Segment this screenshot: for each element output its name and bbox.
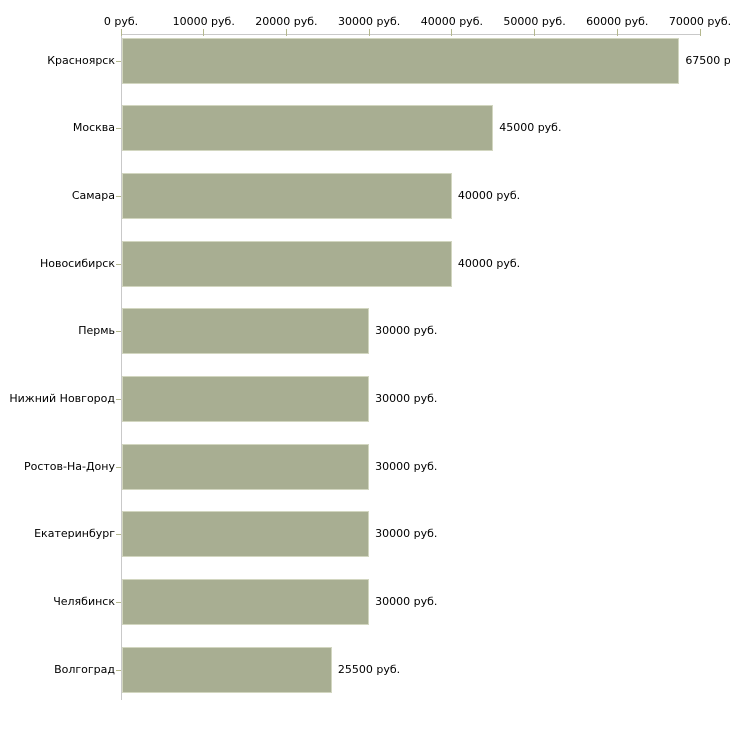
category-tick <box>116 128 121 130</box>
bar <box>122 578 370 625</box>
category-tick <box>116 534 121 536</box>
category-label: Москва <box>72 121 115 135</box>
x-axis-tick-label: 0 руб. <box>103 15 139 28</box>
x-axis-tick <box>534 29 536 36</box>
bar <box>122 37 680 84</box>
category-label: Волгоград <box>54 662 115 676</box>
category-label: Новосибирск <box>39 256 115 270</box>
x-axis-line <box>121 34 700 35</box>
category-tick <box>116 669 121 671</box>
category-label: Челябинск <box>53 594 115 608</box>
value-label: 30000 руб. <box>375 391 438 405</box>
x-axis-tick-label: 70000 руб. <box>668 15 730 28</box>
x-axis-tick-label: 10000 руб. <box>172 15 235 28</box>
x-axis-tick <box>616 29 618 36</box>
category-label: Ростов-На-Дону <box>23 459 115 473</box>
bar <box>122 443 370 490</box>
category-label: Екатеринбург <box>34 527 115 541</box>
x-axis-tick <box>699 29 701 36</box>
value-label: 67500 руб. <box>685 53 730 67</box>
x-axis-tick-label: 30000 руб. <box>338 15 401 28</box>
x-axis-tick-label: 20000 руб. <box>255 15 318 28</box>
y-axis-line <box>121 34 122 700</box>
category-tick <box>116 466 121 468</box>
value-label: 30000 руб. <box>375 459 438 473</box>
category-tick <box>116 195 121 197</box>
category-label: Нижний Новгород <box>9 391 115 405</box>
category-label: Пермь <box>78 324 115 338</box>
bar <box>122 375 370 422</box>
category-label: Самара <box>71 188 115 202</box>
value-label: 40000 руб. <box>457 256 521 270</box>
bar <box>122 511 370 558</box>
category-tick <box>116 263 121 265</box>
x-axis-tick-label: 60000 руб. <box>586 15 649 28</box>
value-label: 45000 руб. <box>499 121 562 135</box>
category-tick <box>116 331 121 333</box>
x-axis-tick-label: 50000 руб. <box>503 15 566 28</box>
bar <box>122 105 494 152</box>
value-label: 30000 руб. <box>375 324 438 338</box>
bar <box>122 172 452 219</box>
value-label: 30000 руб. <box>375 527 438 541</box>
category-label: Красноярск <box>47 53 115 67</box>
x-axis-tick-label: 40000 руб. <box>420 15 483 28</box>
x-axis-tick <box>120 29 122 36</box>
x-axis-tick <box>368 29 370 36</box>
x-axis-tick <box>451 29 453 36</box>
bar <box>122 646 332 693</box>
x-axis-tick <box>285 29 287 36</box>
value-label: 40000 руб. <box>457 188 521 202</box>
value-label: 25500 руб. <box>337 662 401 676</box>
x-axis-tick <box>203 29 205 36</box>
bar <box>122 240 452 287</box>
category-tick <box>116 601 121 603</box>
bar <box>122 308 370 355</box>
category-tick <box>116 60 121 62</box>
value-label: 30000 руб. <box>375 594 438 608</box>
category-tick <box>116 398 121 400</box>
